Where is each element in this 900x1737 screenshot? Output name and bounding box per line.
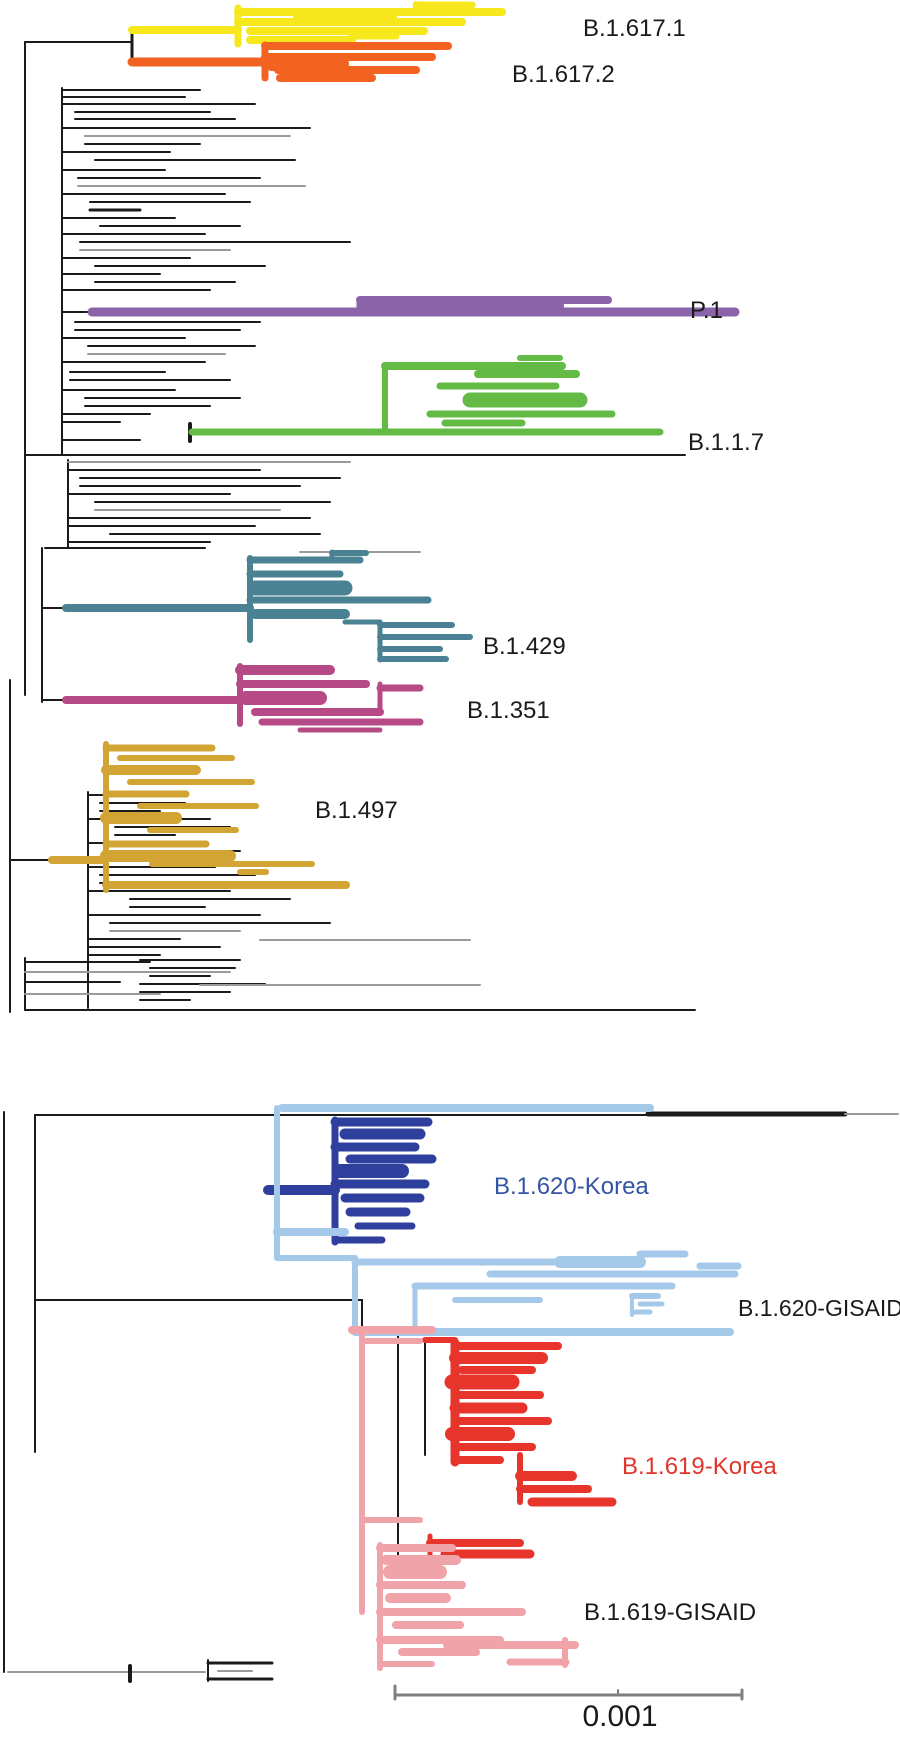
clade-b-1-351 [62, 663, 424, 733]
scale-bar-label: 0.001 [582, 1700, 657, 1733]
clade-label-b-1-617-1: B.1.617.1 [583, 15, 686, 42]
clade-label-b-1-620-korea: B.1.620-Korea [494, 1173, 649, 1200]
clade-b-1-620-gisaid [273, 1104, 742, 1336]
clade-label-b-1-1-7: B.1.1.7 [688, 429, 764, 456]
clade-b-1-619-korea [422, 1337, 617, 1559]
clade-b-1-617-1 [128, 1, 506, 48]
clade-b-1-497 [48, 741, 350, 893]
clade-label-b-1-429: B.1.429 [483, 633, 566, 660]
clade-label-b-1-617-2: B.1.617.2 [512, 61, 615, 88]
clade-b-1-619-gisaid [348, 1326, 579, 1671]
clade-b-1-429 [62, 549, 473, 663]
clade-label-b-1-619-gisaid: B.1.619-GISAID [584, 1599, 756, 1626]
scale-bar: 0.001 [393, 1684, 744, 1733]
clade-b-1-617-2 [127, 41, 452, 82]
clade-label-b-1-619-korea: B.1.619-Korea [622, 1453, 777, 1480]
clade-p-1 [87, 296, 740, 317]
clade-label-p-1: P.1 [690, 297, 723, 324]
clade-label-b-1-497: B.1.497 [315, 797, 398, 824]
clade-b-1-1-7 [188, 355, 664, 436]
clade-label-b-1-620-gisaid: B.1.620-GISAID [738, 1295, 900, 1321]
clade-b-1-620-korea [263, 1116, 437, 1246]
clade-label-b-1-351: B.1.351 [467, 697, 550, 724]
